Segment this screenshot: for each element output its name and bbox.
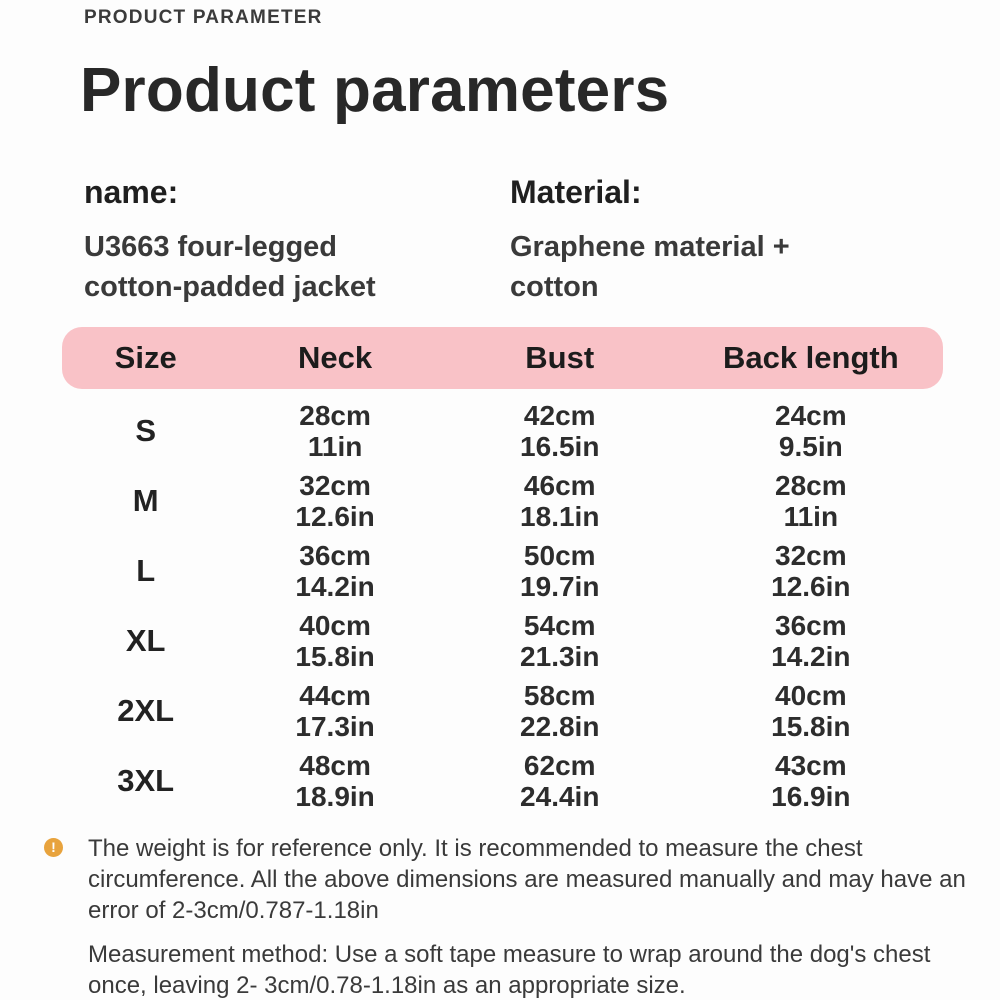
neck-cm: 48cm	[299, 750, 371, 781]
bust-in: 19.7in	[520, 571, 600, 602]
bust-cm: 58cm	[523, 680, 596, 711]
neck-cell: 32cm 12.6in	[229, 470, 440, 532]
neck-cm: 36cm	[299, 540, 371, 571]
table-row-xl: XL 40cm 15.8in 54cm 21.3in 36cm 14.2in	[62, 606, 943, 676]
neck-cell: 36cm 14.2in	[229, 540, 440, 602]
bust-in: 22.8in	[520, 711, 600, 742]
size-label: M	[132, 483, 159, 518]
neck-in: 12.6in	[295, 501, 375, 532]
neck-in: 11in	[307, 431, 363, 462]
neck-cell: 44cm 17.3in	[229, 680, 440, 742]
measurement-note-text: Measurement method: Use a soft tape meas…	[88, 941, 931, 999]
back-in: 16.9in	[771, 781, 851, 812]
back-in: 11in	[783, 501, 839, 532]
column-header-back-length: Back length	[722, 340, 899, 375]
back-cm: 43cm	[775, 750, 847, 781]
back-length-cell: 43cm 16.9in	[679, 750, 943, 812]
table-row-m: M 32cm 12.6in 46cm 18.1in 28cm 11in	[62, 466, 943, 536]
bust-cm: 62cm	[523, 750, 596, 781]
back-cm: 36cm	[775, 610, 847, 641]
measurement-note: Measurement method: Use a soft tape meas…	[88, 939, 1000, 1000]
page-title: Product parameters	[80, 56, 670, 125]
neck-in: 18.9in	[295, 781, 375, 812]
bust-cell: 62cm 24.4in	[441, 750, 679, 812]
back-length-cell: 32cm 12.6in	[679, 540, 943, 602]
bust-cm: 50cm	[523, 540, 596, 571]
bust-cm: 42cm	[523, 400, 596, 431]
back-in: 9.5in	[778, 431, 843, 462]
neck-cell: 40cm 15.8in	[229, 610, 440, 672]
size-label: L	[136, 553, 156, 588]
notes-section: ! The weight is for reference only. It i…	[44, 833, 1000, 1000]
size-chart-table: Size Neck Bust Back length S 28cm 11in 4…	[62, 327, 943, 816]
back-in: 15.8in	[771, 711, 851, 742]
neck-cm: 32cm	[299, 470, 371, 501]
bust-in: 24.4in	[520, 781, 600, 812]
table-row-2xl: 2XL 44cm 17.3in 58cm 22.8in 40cm 15.8in	[62, 676, 943, 746]
exclamation-circle-icon: !	[44, 838, 63, 857]
back-length-cell: 40cm 15.8in	[679, 680, 943, 742]
size-label: S	[135, 413, 157, 448]
size-label: 3XL	[117, 763, 175, 798]
material-value: Graphene material + cotton	[510, 231, 790, 303]
back-length-cell: 24cm 9.5in	[679, 400, 943, 462]
back-length-cell: 36cm 14.2in	[679, 610, 943, 672]
back-in: 12.6in	[771, 571, 851, 602]
product-name-block: name: U3663 four-legged cotton-padded ja…	[84, 174, 510, 307]
neck-cell: 48cm 18.9in	[229, 750, 440, 812]
bust-cell: 50cm 19.7in	[441, 540, 679, 602]
neck-cell: 28cm 11in	[229, 400, 440, 462]
neck-in: 14.2in	[295, 571, 375, 602]
size-label: 2XL	[117, 693, 175, 728]
back-cm: 32cm	[775, 540, 847, 571]
neck-in: 15.8in	[295, 641, 375, 672]
size-chart-body: S 28cm 11in 42cm 16.5in 24cm 9.5in M 32c…	[62, 396, 943, 816]
column-header-size: Size	[114, 340, 177, 375]
neck-cm: 28cm	[299, 400, 371, 431]
bust-cell: 46cm 18.1in	[441, 470, 679, 532]
back-length-cell: 28cm 11in	[679, 470, 943, 532]
back-in: 14.2in	[771, 641, 851, 672]
bust-cell: 58cm 22.8in	[441, 680, 679, 742]
neck-cm: 44cm	[299, 680, 371, 711]
reference-note-text: The weight is for reference only. It is …	[88, 835, 966, 924]
bust-in: 21.3in	[520, 641, 600, 672]
size-chart-header-row: Size Neck Bust Back length	[62, 327, 943, 389]
bust-cell: 42cm 16.5in	[441, 400, 679, 462]
column-header-bust: Bust	[525, 340, 595, 375]
bust-in: 18.1in	[520, 501, 600, 532]
reference-note: ! The weight is for reference only. It i…	[44, 833, 1000, 926]
product-material-block: Material: Graphene material + cotton	[510, 174, 930, 307]
material-label: Material:	[510, 174, 642, 210]
name-label: name:	[84, 174, 179, 210]
table-row-l: L 36cm 14.2in 50cm 19.7in 32cm 12.6in	[62, 536, 943, 606]
neck-cm: 40cm	[299, 610, 371, 641]
neck-in: 17.3in	[295, 711, 375, 742]
back-cm: 28cm	[775, 470, 847, 501]
table-row-s: S 28cm 11in 42cm 16.5in 24cm 9.5in	[62, 396, 943, 466]
back-cm: 40cm	[775, 680, 847, 711]
product-info-section: name: U3663 four-legged cotton-padded ja…	[84, 174, 1000, 307]
bust-in: 16.5in	[520, 431, 600, 462]
bust-cm: 54cm	[523, 610, 596, 641]
bust-cm: 46cm	[523, 470, 596, 501]
back-cm: 24cm	[775, 400, 847, 431]
name-value: U3663 four-legged cotton-padded jacket	[84, 231, 376, 303]
bust-cell: 54cm 21.3in	[441, 610, 679, 672]
size-label: XL	[125, 623, 166, 658]
eyebrow-heading: PRODUCT PARAMETER	[84, 7, 323, 28]
column-header-neck: Neck	[298, 340, 373, 375]
table-row-3xl: 3XL 48cm 18.9in 62cm 24.4in 43cm 16.9in	[62, 746, 943, 816]
